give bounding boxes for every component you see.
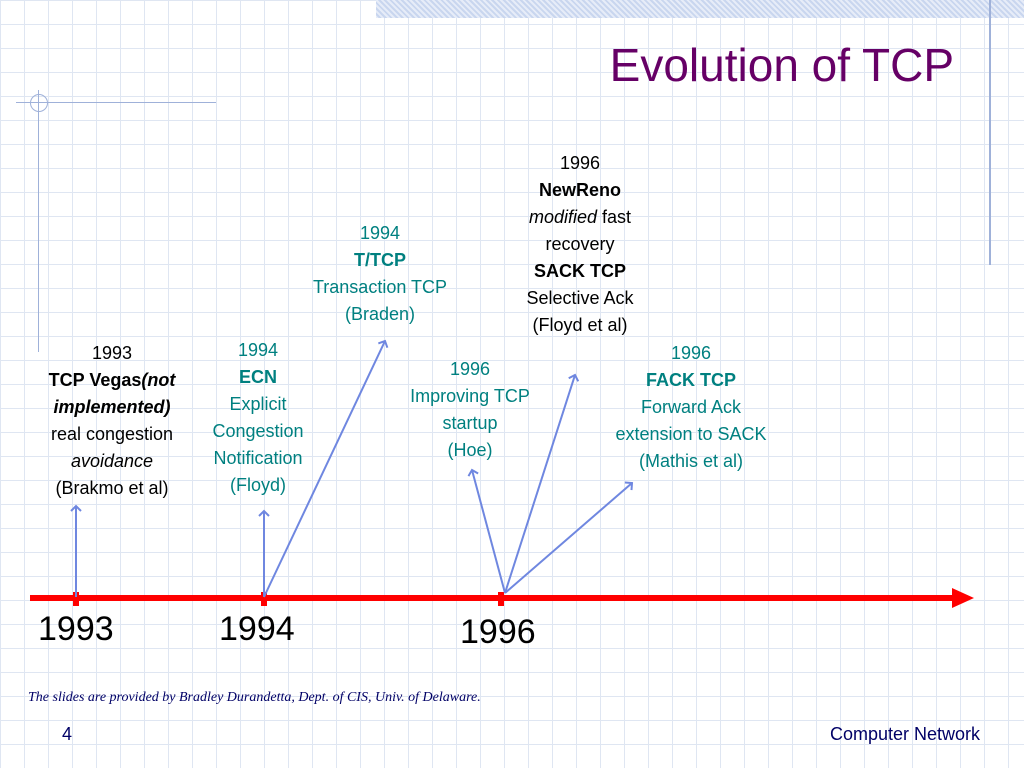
event-description: Improving TCP	[410, 386, 530, 406]
page-number: 4	[62, 724, 73, 744]
event-description: startup	[442, 413, 498, 433]
event-authors: (Floyd et al)	[532, 315, 628, 335]
tick-1996	[498, 592, 504, 606]
axis-year-1996: 1996	[460, 613, 536, 651]
event-authors: (Hoe)	[447, 440, 493, 460]
slide-title: Evolution of TCP	[609, 39, 954, 91]
footer-title: Computer Network	[829, 724, 980, 744]
event-name-note: (not implemented)	[53, 370, 176, 417]
decorative-ring	[30, 94, 48, 112]
header-decorative-rule	[16, 102, 216, 103]
event-description-italic: modified	[528, 207, 597, 227]
axis-year-1994: 1994	[219, 610, 295, 648]
arrow-hoe	[467, 468, 506, 594]
event-description-italic: avoidance	[70, 451, 154, 471]
event-description: fast	[602, 207, 632, 227]
tick-1994	[261, 592, 267, 606]
event-name: ECN	[238, 367, 277, 387]
event-description: Forward Ack	[640, 397, 742, 417]
event-year: 1996	[449, 359, 491, 379]
event-name: FACK TCP	[646, 370, 736, 390]
event-year: 1996	[559, 153, 601, 173]
event-ecn: 1994 ECN Explicit Congestion Notificatio…	[193, 337, 323, 499]
event-improving-tcp-startup: 1996 Improving TCP startup (Hoe)	[385, 356, 555, 464]
event-description: real congestion	[50, 424, 174, 444]
event-year: 1993	[91, 343, 133, 363]
event-description: Explicit	[229, 394, 287, 414]
event-authors: (Braden)	[344, 304, 416, 324]
event-fack-tcp: 1996 FACK TCP Forward Ack extension to S…	[586, 340, 796, 475]
event-tcp-vegas: 1993 TCP Vegas(not implemented) real con…	[24, 340, 200, 502]
event-authors: (Brakmo et al)	[55, 478, 169, 498]
timeline-arrowhead	[952, 588, 974, 608]
event-name: TCP Vegas	[48, 370, 142, 390]
event-name: NewReno	[538, 180, 621, 200]
event-newreno-sack: 1996 NewReno modified fast recovery SACK…	[495, 150, 665, 339]
arrow-fack	[504, 481, 634, 594]
event-year: 1996	[670, 343, 712, 363]
arrow-ttcp	[263, 339, 389, 598]
tick-1993	[73, 592, 79, 606]
event-name-secondary: SACK TCP	[533, 261, 626, 281]
top-decorative-band	[376, 0, 1024, 18]
event-authors: (Floyd)	[229, 475, 286, 495]
arrow-newreno	[504, 373, 580, 594]
event-ttcp: 1994 T/TCP Transaction TCP (Braden)	[290, 220, 470, 328]
event-description: Selective Ack	[526, 288, 634, 308]
slide-credit: The slides are provided by Bradley Duran…	[28, 690, 481, 705]
right-decorative-rule	[989, 0, 991, 265]
event-description: Notification	[213, 448, 303, 468]
event-authors: (Mathis et al)	[638, 451, 744, 471]
event-description: recovery	[545, 234, 615, 254]
axis-year-1993: 1993	[38, 610, 114, 648]
event-description: Transaction TCP	[312, 277, 448, 297]
event-name: T/TCP	[354, 250, 406, 270]
event-year: 1994	[237, 340, 279, 360]
event-year: 1994	[359, 223, 401, 243]
event-description: Congestion	[212, 421, 304, 441]
left-decorative-rule	[38, 90, 39, 352]
event-description: extension to SACK	[615, 424, 767, 444]
